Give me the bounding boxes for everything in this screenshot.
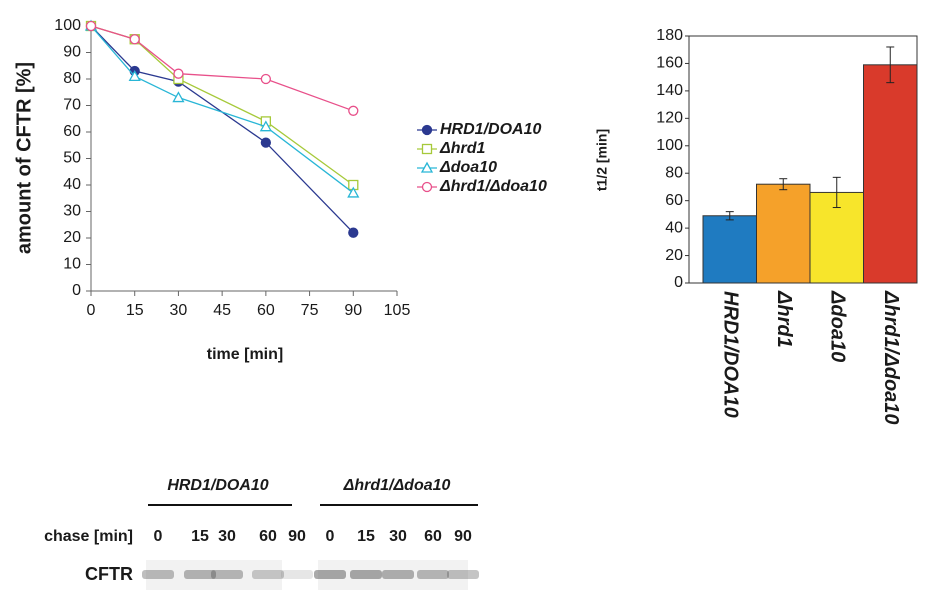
series-line bbox=[91, 26, 353, 233]
blot-band bbox=[252, 570, 284, 579]
blot-band bbox=[350, 570, 382, 579]
y-tick-label: 180 bbox=[656, 27, 683, 44]
legend-label: Δhrd1 bbox=[439, 140, 486, 157]
x-tick-label: 75 bbox=[301, 302, 319, 319]
blot-band bbox=[211, 570, 243, 579]
y-tick-label: 40 bbox=[63, 176, 81, 193]
x-tick-label: HRD1/DOA10 bbox=[719, 291, 741, 418]
data-point bbox=[87, 22, 96, 31]
y-tick-label: 20 bbox=[63, 229, 81, 246]
group-label: Δhrd1/Δdoa10 bbox=[343, 477, 451, 494]
legend-marker bbox=[423, 145, 432, 154]
y-tick-label: 160 bbox=[656, 55, 683, 72]
x-axis-title: time [min] bbox=[207, 346, 283, 363]
y-tick-label: 100 bbox=[54, 17, 81, 34]
y-axis-title: t1/2 [min] bbox=[594, 129, 610, 191]
y-tick-label: 80 bbox=[665, 164, 683, 181]
x-tick-label: 30 bbox=[170, 302, 188, 319]
y-tick-label: 30 bbox=[63, 203, 81, 220]
x-tick-label: 90 bbox=[344, 302, 362, 319]
y-tick-label: 0 bbox=[674, 274, 683, 291]
lane-label: 90 bbox=[454, 528, 472, 545]
lane-label: 90 bbox=[288, 528, 306, 545]
legend-label: Δdoa10 bbox=[439, 159, 497, 176]
x-tick-label: Δhrd1 bbox=[773, 290, 795, 348]
bar bbox=[864, 65, 918, 283]
x-tick-label: 105 bbox=[384, 302, 411, 319]
blot-band bbox=[417, 570, 449, 579]
x-tick-label: 15 bbox=[126, 302, 144, 319]
x-tick-label: Δdoa10 bbox=[826, 290, 848, 362]
lane-label: 0 bbox=[326, 528, 335, 545]
legend-label: Δhrd1/Δdoa10 bbox=[439, 178, 547, 195]
y-tick-label: 60 bbox=[63, 123, 81, 140]
y-tick-label: 90 bbox=[63, 44, 81, 61]
y-tick-label: 120 bbox=[656, 110, 683, 127]
lane-label: 60 bbox=[259, 528, 277, 545]
blot-band bbox=[447, 570, 479, 579]
legend-label: HRD1/DOA10 bbox=[440, 121, 541, 138]
data-point bbox=[173, 93, 183, 102]
series-line bbox=[91, 26, 353, 185]
y-tick-label: 80 bbox=[63, 70, 81, 87]
protein-label: CFTR bbox=[85, 564, 133, 584]
y-tick-label: 50 bbox=[63, 150, 81, 167]
y-tick-label: 20 bbox=[665, 247, 683, 264]
page: {"chart_data": [ {"type": "line", "y_lab… bbox=[0, 0, 944, 593]
data-point bbox=[174, 69, 183, 78]
blot-band bbox=[142, 570, 174, 579]
lane-label: 15 bbox=[191, 528, 209, 545]
x-tick-label: 60 bbox=[257, 302, 275, 319]
blot-band bbox=[314, 570, 346, 579]
bar bbox=[703, 216, 757, 283]
data-point bbox=[349, 228, 358, 237]
y-tick-label: 70 bbox=[63, 97, 81, 114]
lane-label: 0 bbox=[154, 528, 163, 545]
blot-band bbox=[382, 570, 414, 579]
data-point bbox=[349, 106, 358, 115]
lane-label: 30 bbox=[389, 528, 407, 545]
chase-label: chase [min] bbox=[44, 528, 133, 545]
bar bbox=[757, 184, 811, 283]
lane-label: 30 bbox=[218, 528, 236, 545]
data-point bbox=[130, 35, 139, 44]
legend-marker bbox=[423, 183, 432, 192]
lane-label: 15 bbox=[357, 528, 375, 545]
lane-label: 60 bbox=[424, 528, 442, 545]
y-tick-label: 100 bbox=[656, 137, 683, 154]
series-line bbox=[91, 26, 353, 193]
x-tick-label: 0 bbox=[87, 302, 96, 319]
y-tick-label: 140 bbox=[656, 82, 683, 99]
y-tick-label: 60 bbox=[665, 192, 683, 209]
figure: amount of CFTR [%] time [min] t1/2 [min]… bbox=[0, 0, 944, 593]
y-tick-label: 0 bbox=[72, 282, 81, 299]
group-label: HRD1/DOA10 bbox=[167, 477, 268, 494]
y-tick-label: 10 bbox=[63, 256, 81, 273]
legend-marker bbox=[423, 126, 432, 135]
data-point bbox=[261, 138, 270, 147]
blot-band bbox=[281, 570, 313, 579]
y-tick-label: 40 bbox=[665, 219, 683, 236]
x-tick-label: 45 bbox=[213, 302, 231, 319]
y-axis-title: amount of CFTR [%] bbox=[13, 62, 35, 254]
x-tick-label: Δhrd1/Δdoa10 bbox=[880, 290, 902, 425]
data-point bbox=[261, 75, 270, 84]
